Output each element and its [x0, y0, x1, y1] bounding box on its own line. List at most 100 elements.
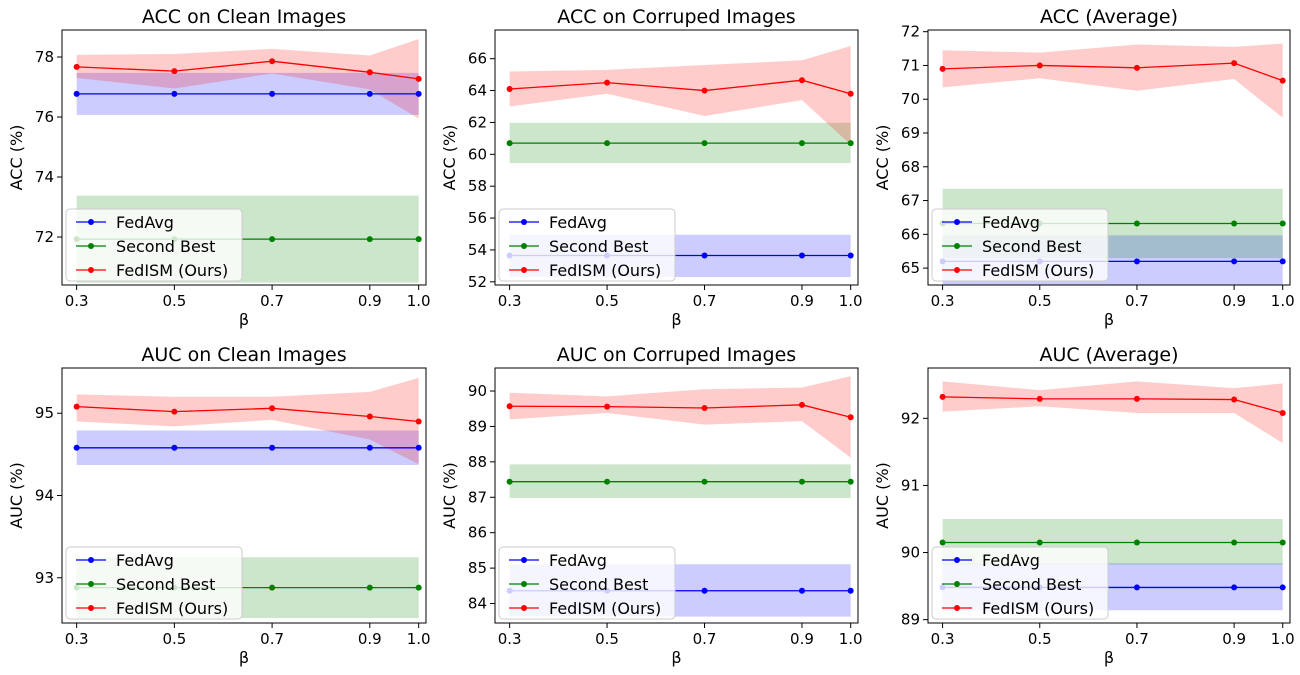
x-axis-label: β — [1104, 648, 1114, 667]
subplot-3: 0.3 0.5 0.7 0.9 1.0 65 66 67 68 69 70 71 72 ACC (Aver… — [873, 6, 1295, 329]
point-fedism-ours-1 — [1036, 395, 1043, 402]
y-axis-label: AUC (%) — [440, 462, 459, 529]
y-tick-label: 72 — [35, 228, 54, 246]
legend-swatch-marker — [521, 557, 527, 563]
chart-title: AUC (Average) — [1039, 344, 1178, 366]
subplot-6: 0.3 0.5 0.7 0.9 1.0 89 90 91 92 AUC (Average) β AUC… — [873, 344, 1295, 667]
point-fedism-ours-4 — [1279, 409, 1286, 416]
y-tick-label: 68 — [901, 158, 920, 176]
y-tick-label: 70 — [901, 90, 920, 108]
x-axis-label: β — [239, 310, 249, 329]
legend: FedAvg Second Best FedISM (Ours) — [931, 546, 1109, 620]
y-tick-label: 54 — [468, 241, 487, 259]
legend-swatch-marker — [954, 267, 960, 273]
chart-title: ACC on Corruped Images — [557, 6, 795, 28]
legend: FedAvg Second Best FedISM (Ours) — [931, 208, 1109, 282]
legend-swatch-marker — [521, 581, 527, 587]
point-fedavg-2 — [269, 444, 276, 451]
point-second-best-2 — [269, 584, 276, 591]
point-fedavg-3 — [1231, 584, 1238, 591]
chart-title: ACC (Average) — [1040, 6, 1178, 28]
y-tick-label: 89 — [468, 417, 487, 435]
legend-swatch-marker — [954, 557, 960, 563]
legend-swatch-marker — [954, 605, 960, 611]
point-fedavg-2 — [1133, 584, 1140, 591]
legend: FedAvg Second Best FedISM (Ours) — [65, 546, 243, 620]
y-tick-label: 94 — [35, 487, 54, 505]
legend-box — [65, 546, 243, 620]
legend-box — [931, 546, 1109, 620]
legend-label: Second Best — [116, 237, 215, 256]
legend-swatch-marker — [88, 219, 94, 225]
legend-swatch-marker — [521, 219, 527, 225]
subplot-4: 0.3 0.5 0.7 0.9 1.0 93 94 95 AUC on Clean Images… — [7, 344, 431, 667]
y-tick-label: 66 — [901, 225, 920, 243]
point-fedism-ours-2 — [269, 58, 276, 65]
point-fedism-ours-3 — [798, 401, 805, 408]
chart-title: AUC on Clean Images — [141, 344, 346, 366]
x-tick-label: 0.9 — [1222, 292, 1246, 310]
band-fedism-ours — [76, 377, 419, 465]
point-fedavg-3 — [1231, 258, 1238, 265]
x-tick-label: 0.7 — [1125, 292, 1149, 310]
x-tick-label: 0.5 — [1028, 292, 1052, 310]
point-fedism-ours-1 — [604, 403, 611, 410]
band-fedism-ours — [509, 45, 851, 145]
legend-swatch-marker — [88, 267, 94, 273]
y-tick-label: 71 — [901, 56, 920, 74]
legend-label: FedISM (Ours) — [116, 599, 228, 618]
y-tick-label: 65 — [901, 259, 920, 277]
point-fedism-ours-3 — [366, 69, 373, 76]
band-fedism-ours — [942, 381, 1283, 444]
x-axis-label: β — [239, 648, 249, 667]
point-fedism-ours-2 — [701, 87, 708, 94]
x-tick-label: 1.0 — [407, 292, 431, 310]
legend-label: Second Best — [549, 575, 648, 594]
point-fedavg-4 — [1279, 258, 1286, 265]
point-second-best-2 — [701, 478, 708, 485]
legend-label: FedAvg — [982, 213, 1040, 232]
legend-label: FedAvg — [116, 213, 174, 232]
x-tick-label: 0.3 — [931, 292, 955, 310]
point-second-best-2 — [1133, 539, 1140, 546]
legend-label: FedISM (Ours) — [549, 261, 661, 280]
legend-label: FedAvg — [982, 551, 1040, 570]
point-fedavg-0 — [73, 90, 80, 97]
band-fedism-ours — [509, 376, 851, 458]
y-tick-label: 52 — [468, 273, 487, 291]
legend: FedAvg Second Best FedISM (Ours) — [498, 208, 676, 282]
legend-label: FedAvg — [549, 213, 607, 232]
legend-swatch-marker — [954, 219, 960, 225]
point-fedism-ours-0 — [73, 403, 80, 410]
band-fedism-ours — [942, 43, 1283, 118]
legend-label: FedAvg — [116, 551, 174, 570]
point-second-best-4 — [847, 478, 854, 485]
point-second-best-3 — [366, 584, 373, 591]
x-tick-label: 0.3 — [498, 630, 522, 648]
y-tick-label: 90 — [468, 382, 487, 400]
point-second-best-0 — [506, 140, 513, 147]
y-tick-label: 85 — [468, 559, 487, 577]
x-tick-label: 0.3 — [65, 630, 89, 648]
y-tick-label: 87 — [468, 488, 487, 506]
x-tick-label: 1.0 — [839, 292, 863, 310]
y-tick-label: 67 — [901, 192, 920, 210]
x-tick-label: 1.0 — [407, 630, 431, 648]
point-fedism-ours-0 — [939, 65, 946, 72]
point-fedavg-0 — [73, 444, 80, 451]
legend-swatch-marker — [521, 605, 527, 611]
x-tick-label: 0.5 — [162, 292, 186, 310]
point-second-best-2 — [269, 236, 276, 243]
point-second-best-3 — [1231, 220, 1238, 227]
point-fedism-ours-3 — [798, 77, 805, 84]
x-tick-label: 0.7 — [693, 292, 717, 310]
x-tick-label: 1.0 — [839, 630, 863, 648]
chart-title: ACC on Clean Images — [142, 6, 346, 28]
y-tick-label: 91 — [901, 476, 920, 494]
y-tick-label: 62 — [468, 113, 487, 131]
legend-box — [65, 208, 243, 282]
x-tick-label: 0.5 — [162, 630, 186, 648]
point-fedavg-3 — [798, 587, 805, 594]
point-fedism-ours-3 — [1231, 396, 1238, 403]
legend-swatch-marker — [521, 243, 527, 249]
